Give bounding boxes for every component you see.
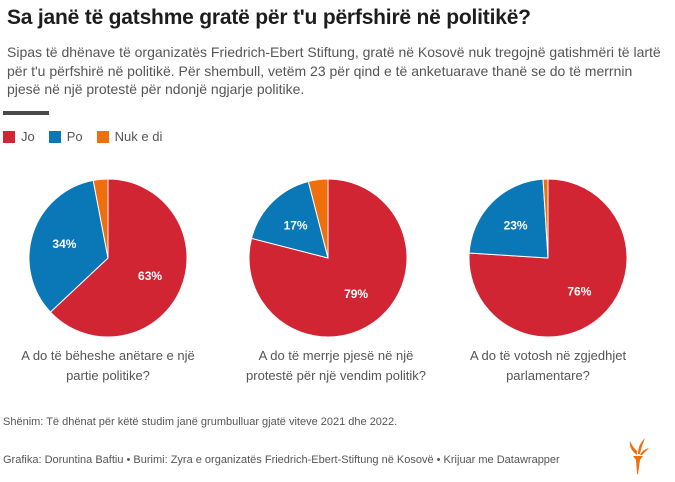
legend-item-nuk-e-di: Nuk e di [96,129,163,144]
legend-item-po: Po [48,129,83,144]
legend-label: Po [66,129,83,144]
legend-swatch-po [48,130,61,143]
pie-data-label: 63% [138,269,162,283]
legend: Jo Po Nuk e di [3,129,162,144]
pie-slice-jo [49,178,188,338]
pie-2: 79% 17% [248,178,408,338]
chart-description: Sipas të dhënave të organizatës Friedric… [7,44,661,97]
pie-slice-nuk-e-di [92,178,109,259]
caption-line: A do të votosh në zgjedhjet [469,348,627,363]
caption-line: parlamentare? [506,368,590,383]
pie-charts: 63% 34% 79% 17% 76% 23% [28,178,628,338]
chart-title: Sa janë të gatshme gratë për t'u përfshi… [7,6,531,29]
pie-data-label: 34% [52,237,76,251]
pie-data-label: 79% [344,287,368,301]
pie-data-label: 23% [504,219,528,233]
footnote: Shënim: Të dhënat për këtë studim janë g… [3,416,398,428]
rfe-torch-logo-icon [629,438,649,474]
legend-label: Nuk e di [114,129,163,144]
caption-line: partie politike? [66,368,150,383]
legend-label: Jo [21,129,35,144]
pie-slice-po [250,180,329,259]
legend-item-jo: Jo [3,129,35,144]
pie-caption-3: A do të votosh në zgjedhjet parlamentare… [438,346,658,386]
credits: Grafika: Doruntina Baftiu • Burimi: Zyra… [3,454,560,466]
legend-swatch-nuk-e-di [96,130,109,143]
caption-line: A do të bëheshe anëtare e një [21,348,195,363]
pie-caption-1: A do të bëheshe anëtare e një partie pol… [0,346,218,386]
pie-caption-2: A do të merrje pjesë në një protestë për… [226,346,446,386]
pie-slice-nuk-e-di [307,178,329,259]
caption-line: protestë për një vendim politik? [246,368,426,383]
pie-1: 63% 34% [28,178,188,338]
pie-data-label: 17% [284,219,308,233]
pie-slice-po [468,178,549,259]
legend-swatch-jo [3,130,15,143]
pie-slice-po [28,179,109,313]
divider [3,111,49,115]
pie-3: 76% 23% [468,178,628,338]
caption-line: A do të merrje pjesë në një [258,348,414,363]
pie-data-label: 76% [567,284,591,298]
pie-slice-nuk-e-di [542,178,549,259]
